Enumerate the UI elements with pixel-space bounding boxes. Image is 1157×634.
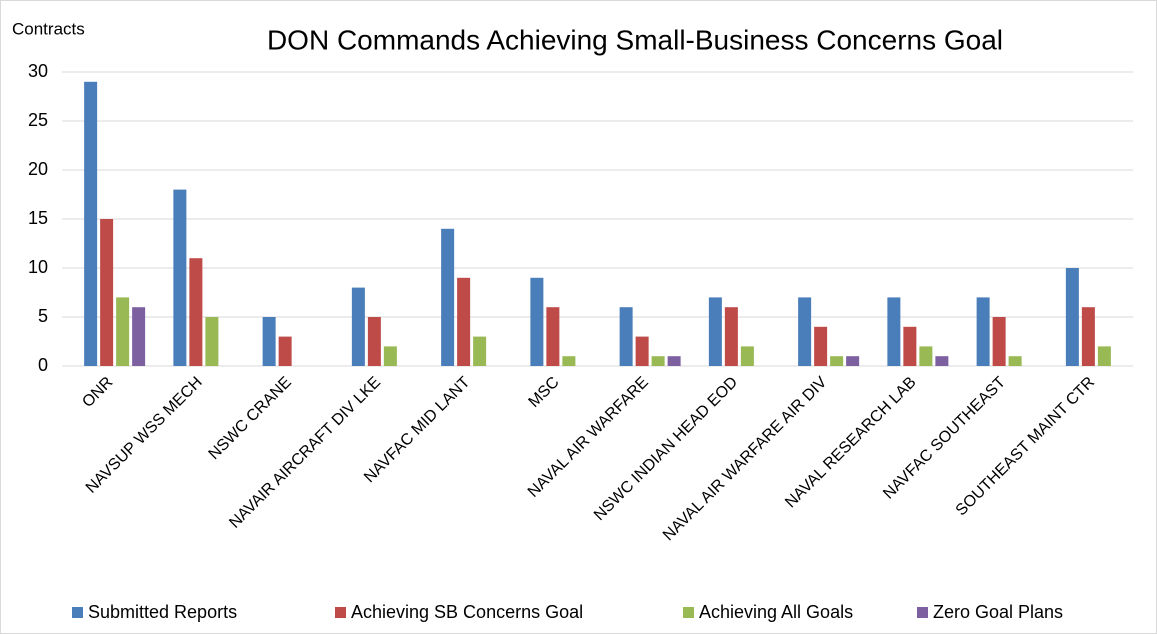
- bar: [903, 326, 917, 366]
- bar: [708, 297, 722, 366]
- bar: [84, 81, 98, 367]
- bar: [473, 336, 487, 366]
- bar: [173, 189, 187, 366]
- y-tick-label: 20: [28, 159, 48, 179]
- bar: [651, 356, 665, 366]
- bar: [976, 297, 990, 366]
- legend-label: Zero Goal Plans: [933, 602, 1063, 622]
- bar: [1081, 307, 1095, 366]
- legend-swatch: [335, 607, 346, 618]
- bar: [814, 326, 828, 366]
- bar: [562, 356, 576, 366]
- bar: [830, 356, 844, 366]
- bar: [132, 307, 146, 366]
- legend-swatch: [683, 607, 694, 618]
- bar: [189, 258, 203, 366]
- y-tick-label: 10: [28, 257, 48, 277]
- y-tick-label: 0: [38, 355, 48, 375]
- bar: [262, 317, 276, 366]
- bar: [1065, 268, 1079, 366]
- bar: [100, 219, 114, 366]
- bar: [530, 277, 544, 366]
- bar: [351, 287, 365, 366]
- bar: [992, 317, 1006, 366]
- legend-label: Submitted Reports: [88, 602, 237, 622]
- bar: [635, 336, 649, 366]
- bar: [798, 297, 812, 366]
- legend-label: Achieving SB Concerns Goal: [351, 602, 583, 622]
- bar: [919, 346, 933, 366]
- bar: [846, 356, 860, 366]
- bar: [935, 356, 949, 366]
- bar: [116, 297, 130, 366]
- bar: [1008, 356, 1022, 366]
- chart-title: DON Commands Achieving Small-Business Co…: [267, 24, 1003, 55]
- bar: [441, 228, 455, 366]
- bar: [457, 277, 471, 366]
- legend-swatch: [917, 607, 928, 618]
- y-tick-label: 15: [28, 208, 48, 228]
- bar: [887, 297, 901, 366]
- bar: [278, 336, 292, 366]
- bar: [383, 346, 397, 366]
- bar: [740, 346, 754, 366]
- bar: [667, 356, 681, 366]
- bar: [546, 307, 560, 366]
- legend-swatch: [72, 607, 83, 618]
- legend-label: Achieving All Goals: [699, 602, 853, 622]
- y-tick-label: 30: [28, 61, 48, 81]
- y-tick-label: 5: [38, 306, 48, 326]
- bar: [724, 307, 738, 366]
- bar: [367, 317, 381, 366]
- bar: [619, 307, 633, 366]
- y-tick-label: 25: [28, 110, 48, 130]
- y-axis-label: Contracts: [12, 19, 85, 38]
- bar: [1097, 346, 1111, 366]
- bar: [205, 317, 219, 366]
